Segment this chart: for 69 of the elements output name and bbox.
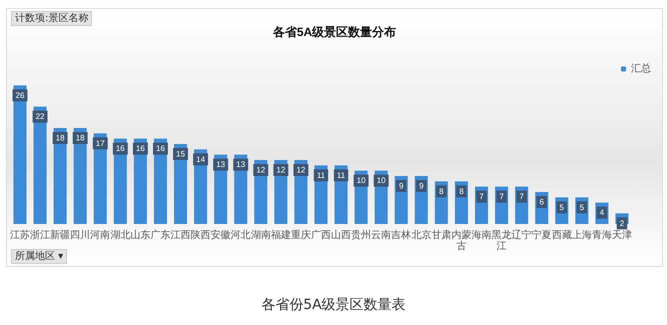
- text: 各省份5A级景区数量表: [260, 296, 407, 314]
- data-label: 12: [296, 166, 306, 174]
- data-label: 9: [419, 182, 424, 190]
- data-label: 2: [620, 218, 625, 228]
- data-label: 4: [600, 208, 605, 218]
- x-tick-label: 重庆: [290, 229, 311, 241]
- text: 所属地区 ▾: [11, 249, 68, 264]
- data-label: 15: [176, 150, 186, 158]
- data-label: 13: [236, 160, 246, 170]
- x-tick-label: 四川: [70, 229, 90, 241]
- data-label: 17: [96, 138, 106, 148]
- data-label: 9: [399, 182, 404, 190]
- x-tick-label: 山东: [130, 229, 150, 241]
- x-tick-label: 山西: [331, 229, 352, 241]
- data-label: 8: [459, 186, 464, 196]
- x-tick-label: 甘肃: [431, 229, 452, 241]
- data-label: 6: [539, 198, 544, 206]
- x-tick-label: 北京: [411, 229, 432, 241]
- data-label: 10: [376, 176, 386, 186]
- x-tick-label: 浙江: [30, 229, 50, 241]
- data-label: 11: [336, 170, 346, 180]
- data-label: 10: [356, 176, 366, 186]
- x-tick-label: 新疆: [50, 229, 70, 241]
- data-label: 18: [76, 134, 86, 142]
- x-tick-label: 青海: [592, 229, 612, 241]
- x-tick-label: 江西: [170, 229, 191, 241]
- data-label: 26: [16, 90, 25, 100]
- x-tick-label: 湖南: [250, 229, 271, 241]
- bar: [13, 85, 27, 224]
- x-tick-label: 福建: [270, 229, 291, 241]
- data-label: 13: [216, 160, 226, 170]
- data-label: 18: [56, 134, 66, 142]
- data-label: 11: [316, 170, 326, 180]
- data-label: 5: [560, 202, 565, 212]
- x-tick-label: 云南: [371, 229, 392, 241]
- bar: [34, 106, 47, 224]
- data-label: 14: [196, 154, 206, 164]
- x-tick-label: 上海: [572, 229, 592, 241]
- data-label: 12: [276, 166, 286, 174]
- data-label: 7: [519, 192, 524, 202]
- data-label: 7: [479, 192, 484, 202]
- x-tick-label: 湖北: [110, 229, 130, 241]
- x-tick-label: 西藏: [552, 229, 572, 241]
- x-tick-label: 海南: [472, 229, 492, 241]
- x-tick-label: 安徽: [210, 229, 231, 241]
- x-tick-label: 陕西: [190, 229, 211, 241]
- legend-label: 汇总: [631, 62, 651, 74]
- x-tick-label: 内蒙古: [451, 229, 472, 252]
- x-tick-label: 江苏: [10, 229, 30, 241]
- data-label: 22: [36, 112, 46, 122]
- x-tick-label: 吉林: [391, 229, 412, 241]
- data-label: 16: [136, 144, 146, 154]
- x-tick-label: 宁夏: [532, 229, 552, 241]
- x-tick-label: 河北: [230, 229, 251, 241]
- x-tick-label: 天津: [612, 229, 632, 241]
- data-label: 16: [156, 144, 166, 154]
- data-label: 16: [116, 144, 126, 154]
- text: 计数项:景区名称: [11, 11, 92, 26]
- x-tick-label: 黑龙江: [492, 229, 512, 252]
- data-label: 5: [580, 202, 585, 212]
- chart-title: 各省5A级景区数量分布: [272, 25, 396, 39]
- data-label: 8: [439, 186, 444, 196]
- data-label: 7: [499, 192, 504, 202]
- x-tick-label: 广东: [150, 229, 170, 241]
- x-tick-label: 河南: [90, 229, 110, 241]
- x-tick-label: 广西: [310, 229, 331, 241]
- x-tick-label: 贵州: [351, 229, 372, 241]
- data-label: 12: [256, 166, 266, 174]
- x-tick-label: 辽宁: [512, 229, 532, 241]
